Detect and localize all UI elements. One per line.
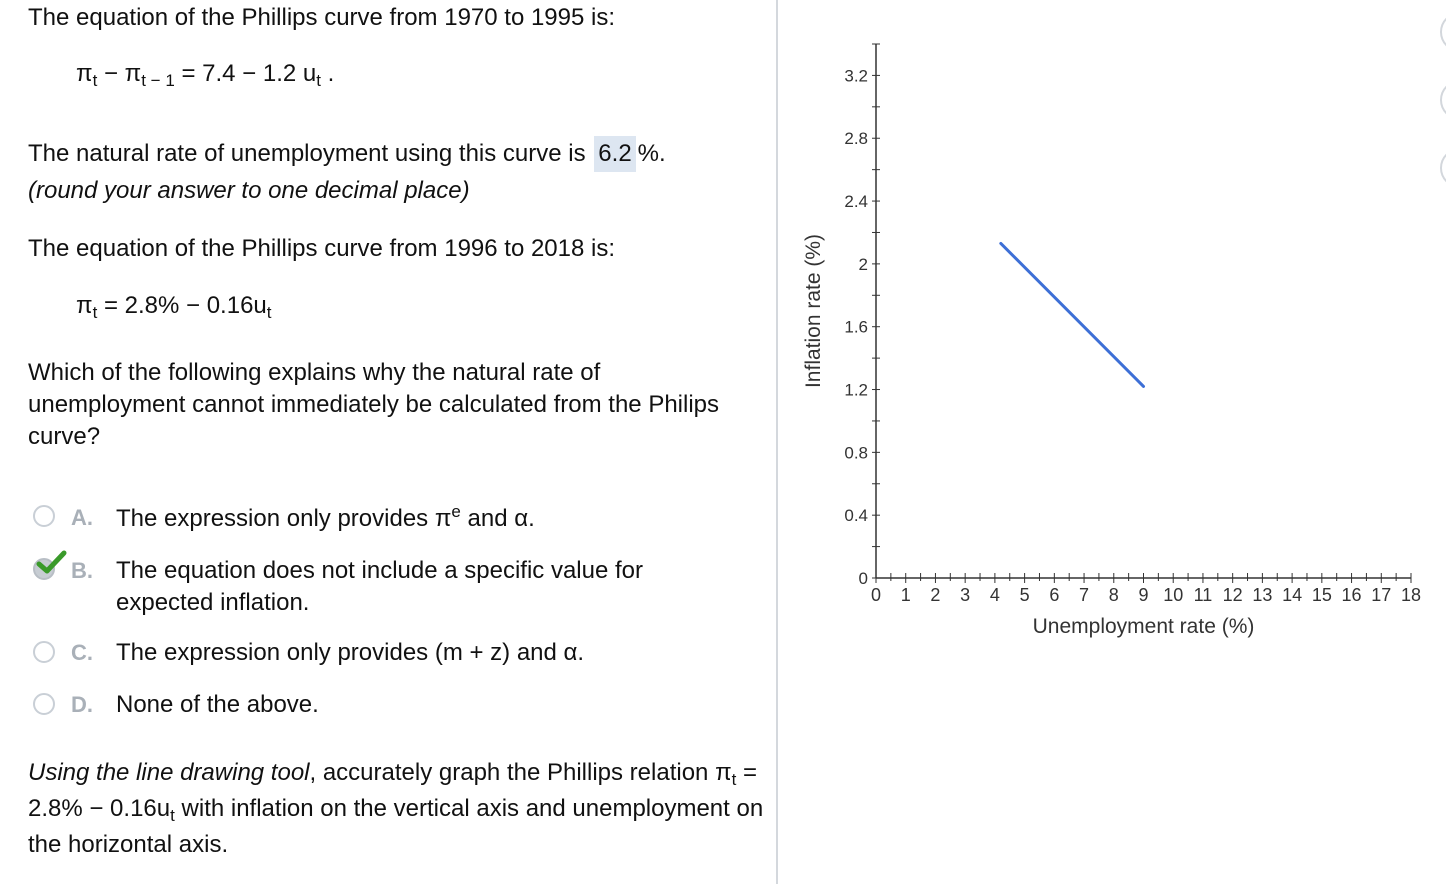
tool-button-1[interactable] [1440, 12, 1446, 52]
option-b-letter: B. [71, 558, 93, 583]
x-tick-label: 13 [1252, 585, 1272, 605]
option-c-radio[interactable] [33, 641, 55, 663]
y-tick-label: 2.4 [844, 192, 868, 211]
x-tick-label: 7 [1079, 585, 1089, 605]
x-tick-label: 11 [1194, 585, 1213, 605]
x-tick-label: 5 [1020, 585, 1030, 605]
tool-button-3[interactable] [1440, 148, 1446, 188]
x-axis-label: Unemployment rate (%) [1033, 615, 1255, 638]
option-a-text: The expression only provides πe and α. [116, 502, 535, 532]
tool-button-2[interactable] [1440, 80, 1446, 120]
y-tick-label: 0.8 [844, 443, 868, 462]
equation-1996-2018: πt = 2.8% − 0.16ut [76, 292, 272, 322]
phillips-relation-line[interactable] [999, 241, 1145, 388]
x-tick-label: 18 [1401, 585, 1421, 605]
x-tick-label: 8 [1109, 585, 1119, 605]
option-c-letter: C. [71, 640, 93, 665]
panel-divider [776, 0, 778, 884]
x-tick-label: 14 [1282, 585, 1302, 605]
x-tick-label: 3 [960, 585, 970, 605]
x-tick-label: 17 [1371, 585, 1391, 605]
x-tick-label: 16 [1342, 585, 1362, 605]
natural-rate-line: The natural rate of unemployment using t… [28, 136, 666, 172]
mc-prompt: Which of the following explains why the … [28, 359, 720, 450]
x-tick-label: 2 [930, 585, 940, 605]
x-tick-label: 10 [1163, 585, 1183, 605]
x-tick-label: 6 [1049, 585, 1059, 605]
option-d-letter: D. [71, 692, 93, 717]
y-tick-label: 3.2 [844, 66, 868, 85]
y-tick-label: 2 [859, 255, 868, 274]
x-tick-label: 15 [1312, 585, 1332, 605]
y-tick-label: 2.8 [844, 129, 868, 148]
option-a-radio[interactable] [33, 505, 55, 527]
graph-instruction: Using the line drawing tool, accurately … [28, 759, 764, 858]
x-tick-label: 0 [871, 585, 881, 605]
y-tick-label: 1.2 [844, 381, 868, 400]
y-axis-label: Inflation rate (%) [802, 234, 825, 388]
y-tick-label: 0 [859, 569, 868, 588]
x-tick-label: 1 [901, 585, 911, 605]
x-tick-label: 12 [1223, 585, 1243, 605]
option-d-radio[interactable] [33, 693, 55, 715]
option-a-letter: A. [71, 505, 93, 530]
natural-rate-answer-field[interactable]: 6.2 [594, 136, 636, 172]
checkmark-icon [36, 550, 67, 574]
x-tick-label: 9 [1138, 585, 1148, 605]
phillips-curve-graph[interactable]: 00.40.81.21.622.42.83.20 1 2 3 4 5 6 7 8 9 10 11 12 1… [790, 30, 1430, 660]
option-c-text: The expression only provides (m + z) and… [116, 639, 585, 666]
eq2-intro: The equation of the Phillips curve from … [28, 235, 616, 262]
option-b-text: The equation does not include a specific… [116, 557, 644, 616]
x-tick-label: 4 [990, 585, 1000, 605]
equation-1970-1995: πt − πt − 1 = 7.4 − 1.2 ut . [76, 60, 335, 90]
rounding-note: (round your answer to one decimal place) [28, 177, 470, 204]
option-d-text: None of the above. [116, 691, 319, 718]
eq1-intro: The equation of the Phillips curve from … [28, 4, 616, 31]
y-tick-label: 0.4 [844, 506, 868, 525]
y-tick-label: 1.6 [844, 318, 868, 337]
